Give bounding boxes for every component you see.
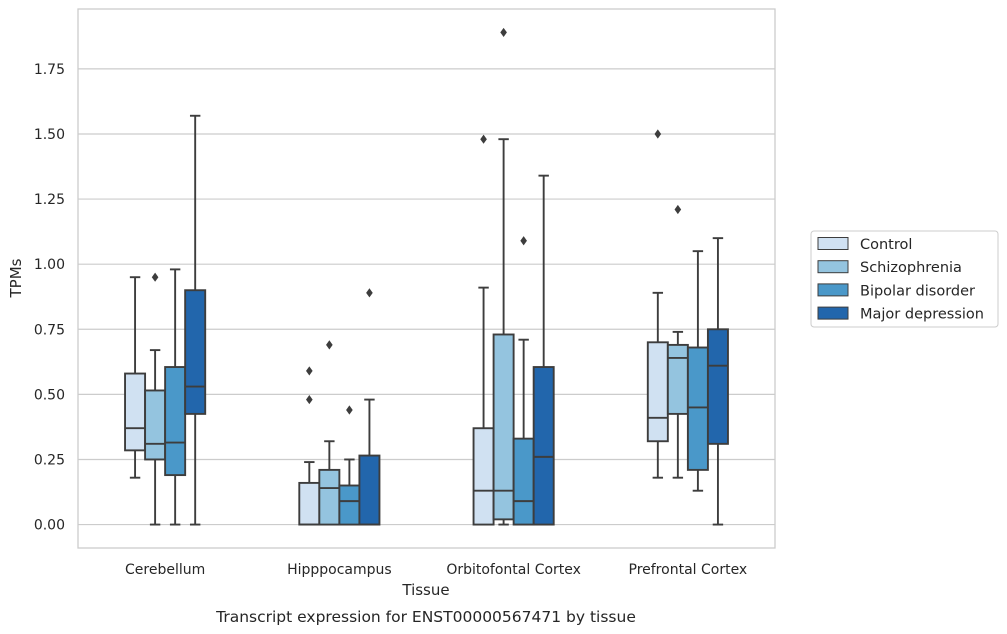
y-axis-label: TPMs [7,258,25,298]
box-2-2 [512,236,535,526]
outlier-point [500,27,507,38]
box-body [492,333,515,521]
box-plot-marks [124,27,729,526]
box-body [646,341,669,443]
legend-label: Major depression [860,307,984,323]
x-axis-ticks: Cerebellum Hipppocampus Orbitofontal Corte… [125,562,747,578]
box-0-1 [144,272,167,526]
legend: Control Schizophrenia Bipolar disorder Majo… [810,230,999,328]
y-tick-label: 1.50 [34,127,65,143]
outlier-point [326,340,333,350]
legend-swatch [817,237,849,250]
plot-frame [77,8,776,549]
box-body [318,468,341,526]
box-body [512,437,535,526]
box-body [358,454,381,526]
box-body [184,289,207,415]
box-body [666,343,689,415]
box-body [338,484,361,526]
legend-label: Bipolar disorder [860,283,975,299]
y-tick-label: 1.25 [34,192,65,208]
x-tick-label: Cerebellum [125,562,205,578]
outlier-point [366,288,373,298]
y-tick-label: 0.00 [34,518,65,534]
outlier-point [306,366,313,376]
box-0-0 [124,276,147,479]
box-1-1 [318,340,341,526]
legend-frame [810,230,999,328]
outlier-point [306,394,313,405]
box-2-1 [492,27,515,526]
box-2-3 [532,174,555,526]
box-body [472,427,495,526]
outlier-point [654,129,662,139]
y-tick-label: 0.75 [34,322,65,338]
box-1-3 [358,288,381,526]
box-2-0 [472,134,495,526]
x-tick-label: Hipppocampus [287,562,392,578]
x-axis-label: Tissue [401,581,449,599]
y-tick-label: 1.00 [34,257,65,273]
box-3-3 [706,237,729,526]
box-1-2 [338,405,361,526]
legend-label: Schizophrenia [860,260,962,276]
box-body [298,481,321,526]
y-axis-ticks: 0.00 0.25 0.50 0.75 1.00 1.25 1.50 1.75 [34,62,65,534]
box-body [532,366,555,526]
outlier-point [346,405,353,415]
box-3-0 [646,129,669,479]
box-0-3 [184,114,207,526]
legend-swatch [817,306,849,320]
x-tick-label: Prefrontal Cortex [629,562,748,578]
outlier-point [520,236,527,246]
box-body [144,389,167,461]
y-tick-label: 0.25 [34,452,65,468]
y-tick-label: 0.50 [34,387,65,403]
box-0-2 [164,268,187,526]
box-body [706,328,729,445]
x-tick-label: Orbitofontal Cortex [446,562,581,578]
box-body [686,346,709,471]
outlier-point [674,204,682,215]
chart-caption: Transcript expression for ENST0000056747… [215,608,636,626]
legend-swatch [817,260,849,274]
legend-swatch [817,283,849,297]
outlier-point [480,134,487,144]
box-3-2 [686,250,709,492]
box-body [124,372,147,452]
box-3-1 [666,204,689,479]
box-body [164,366,187,477]
y-tick-label: 1.75 [34,62,65,78]
box-1-0 [298,366,321,526]
legend-label: Control [860,237,912,253]
outlier-point [151,272,159,282]
